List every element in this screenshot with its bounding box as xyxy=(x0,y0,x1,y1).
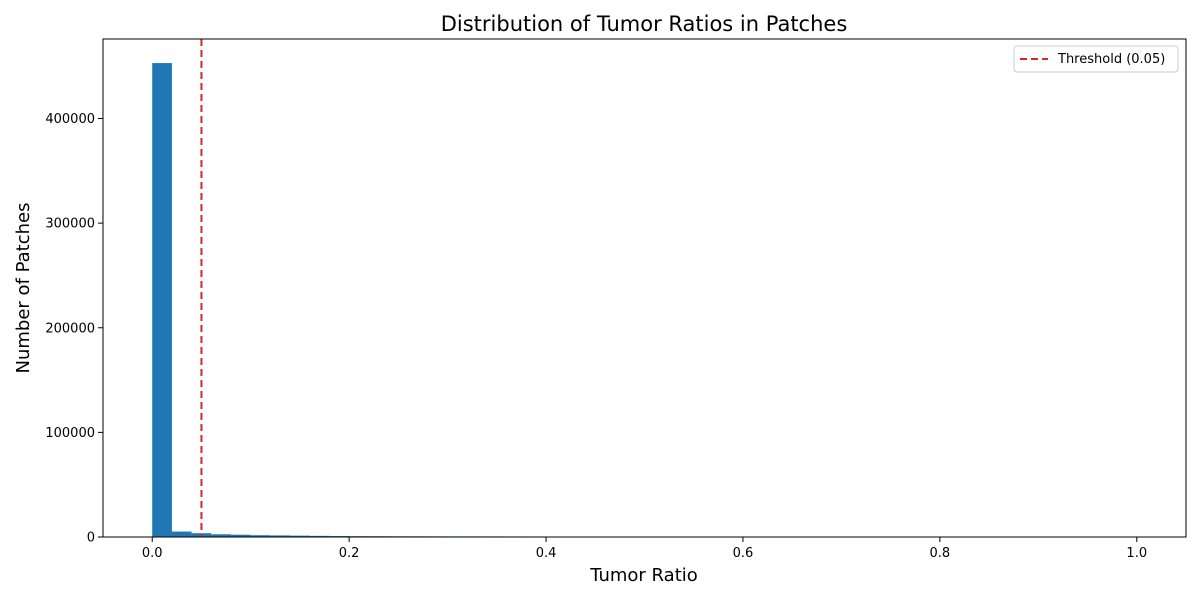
x-tick-label: 0.8 xyxy=(930,546,951,561)
x-tick-label: 0.6 xyxy=(733,546,754,561)
x-tick-label: 1.0 xyxy=(1126,546,1147,561)
y-tick-label: 200000 xyxy=(45,321,95,336)
y-tick-label: 300000 xyxy=(45,217,95,232)
histogram-bar xyxy=(290,535,310,537)
y-tick-label: 100000 xyxy=(45,426,95,441)
bars-layer xyxy=(152,63,842,538)
histogram-bar xyxy=(309,535,330,537)
y-tick-label: 0 xyxy=(87,531,95,546)
y-axis-title: Number of Patches xyxy=(13,203,34,374)
legend-threshold-label: Threshold (0.05) xyxy=(1057,52,1165,67)
plot-frame xyxy=(102,38,1187,538)
histogram-bar xyxy=(230,534,251,537)
x-ticks-layer: 0.0 0.2 0.4 0.6 0.8 1.0 xyxy=(142,537,1147,561)
chart-title: Distribution of Tumor Ratios in Patches xyxy=(441,12,848,36)
legend-box xyxy=(1013,45,1179,73)
x-tick-label: 0.2 xyxy=(339,546,360,561)
histogram-bar xyxy=(152,63,172,538)
histogram-bar xyxy=(250,535,271,537)
histogram-bar xyxy=(171,531,192,537)
x-tick-label: 0.4 xyxy=(536,546,557,561)
y-ticks-layer: 0 100000 200000 300000 400000 xyxy=(45,112,103,546)
histogram-bar xyxy=(211,534,231,537)
histogram-bar xyxy=(270,535,291,537)
x-axis-title: Tumor Ratio xyxy=(589,565,698,586)
y-tick-label: 400000 xyxy=(45,112,95,127)
legend: Threshold (0.05) xyxy=(1013,45,1179,73)
x-tick-label: 0.0 xyxy=(142,546,163,561)
